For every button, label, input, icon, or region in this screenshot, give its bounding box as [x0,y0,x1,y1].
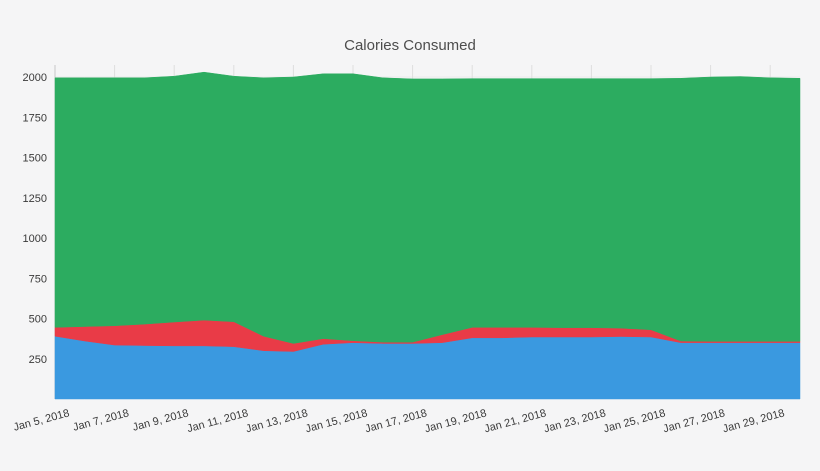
y-tick-label: 250 [29,354,47,366]
x-tick-label: Jan 7, 2018 [72,407,131,433]
x-tick-label: Jan 17, 2018 [364,407,429,435]
y-tick-label: 1750 [23,112,47,124]
x-tick-label: Jan 25, 2018 [602,407,667,435]
y-tick-label: 750 [29,273,47,285]
area-green [54,71,801,344]
y-tick-label: 1000 [23,233,47,245]
x-tick-label: Jan 9, 2018 [131,407,190,433]
x-tick-label: Jan 15, 2018 [304,407,369,435]
x-tick-label: Jan 29, 2018 [721,407,786,435]
x-tick-label: Jan 21, 2018 [483,407,548,435]
x-tick-label: Jan 13, 2018 [245,407,310,435]
x-tick-label: Jan 11, 2018 [186,407,250,435]
y-tick-label: 1500 [23,153,47,165]
y-tick-label: 2000 [23,72,47,84]
y-tick-label: 500 [29,314,47,326]
x-tick-label: Jan 27, 2018 [662,407,727,435]
x-tick-label: Jan 5, 2018 [12,407,71,433]
y-tick-label: 1250 [23,193,47,205]
chart-title: Calories Consumed [344,37,476,54]
x-tick-label: Jan 19, 2018 [423,407,488,435]
x-tick-label: Jan 23, 2018 [543,407,608,435]
